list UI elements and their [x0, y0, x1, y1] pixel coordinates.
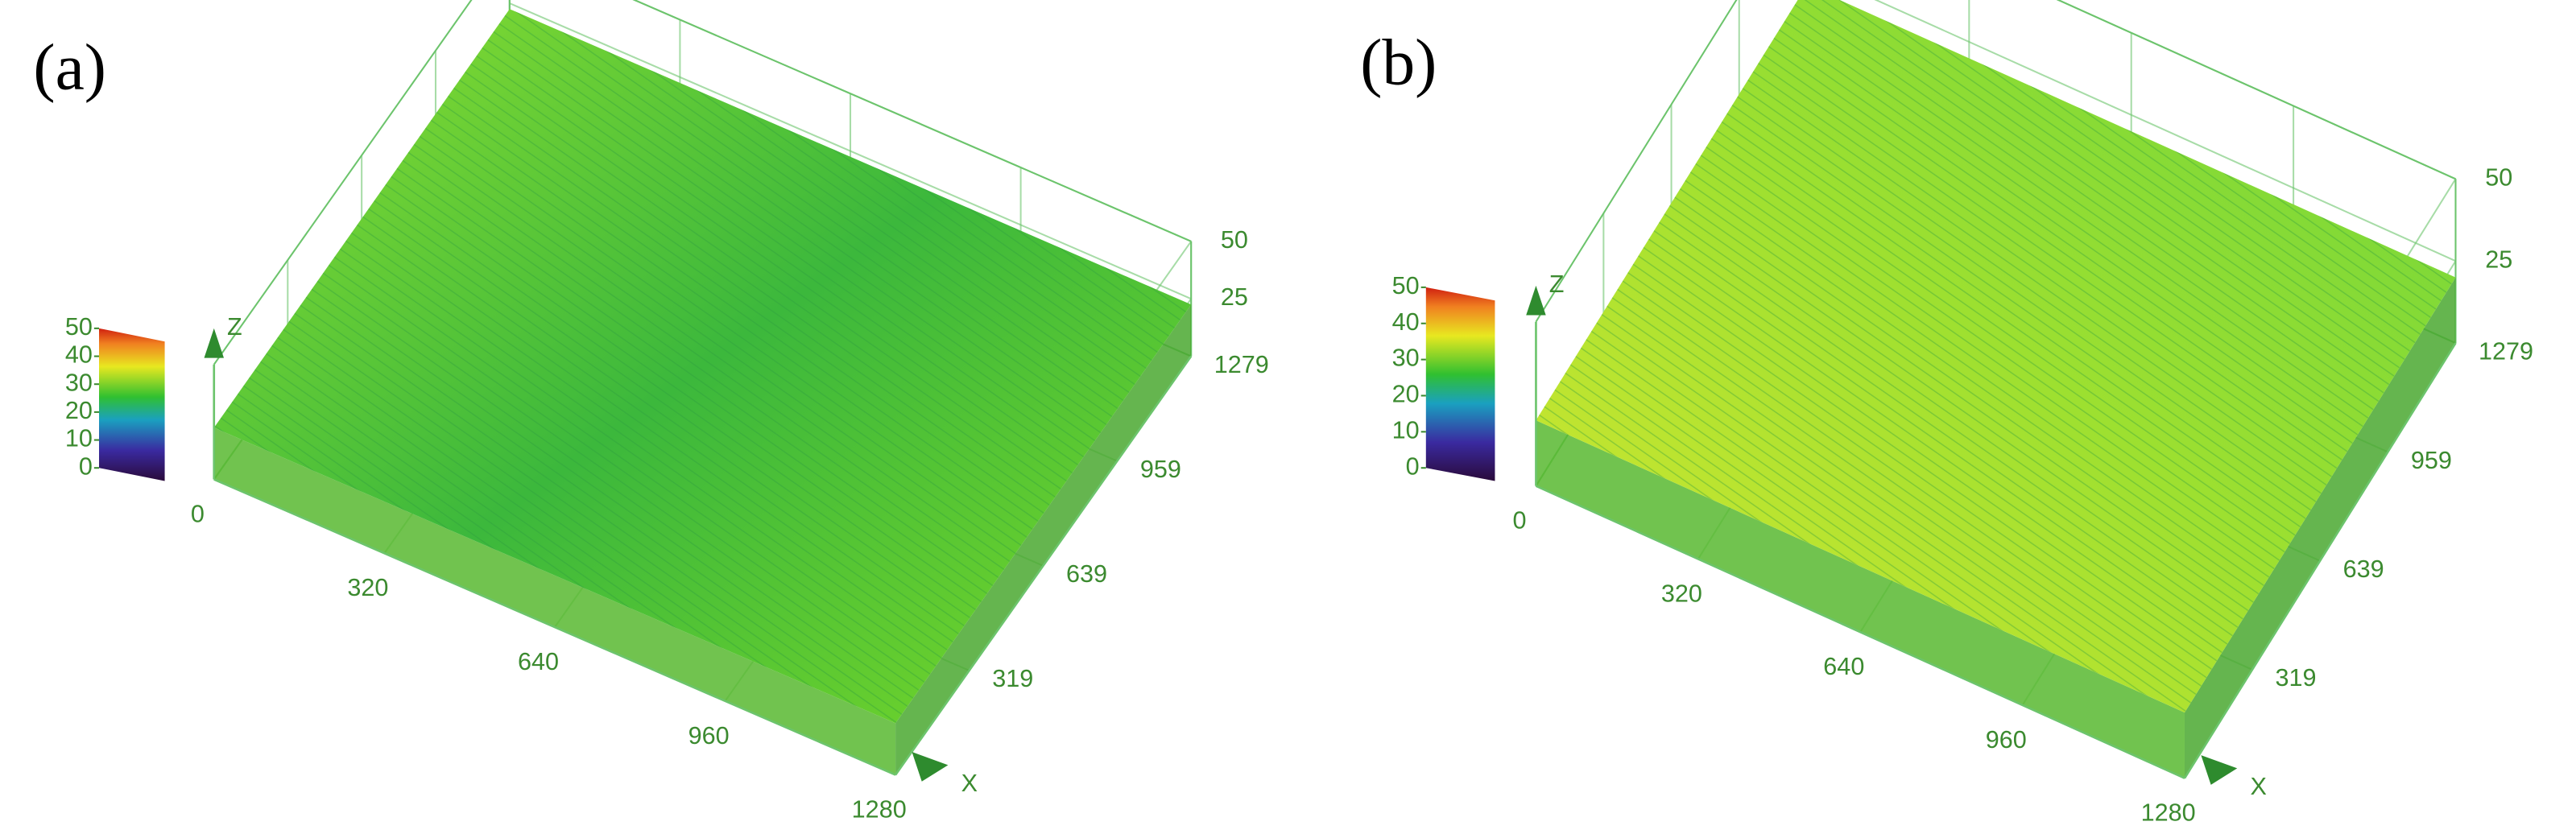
z-arrow [1526, 285, 1546, 316]
x-tick-label: 1280 [2141, 799, 2196, 827]
colorbar [1425, 287, 1495, 481]
grid-line [632, 0, 1192, 242]
x-tick-label: 320 [1661, 580, 1702, 607]
surface-side [2184, 277, 2456, 778]
box-edge [1535, 0, 1738, 323]
grid-line [509, 2, 1192, 300]
y-axis [2183, 342, 2457, 779]
x-axis [1535, 485, 2185, 779]
x-tick-label: 1280 [852, 796, 907, 824]
surface-side [1536, 420, 2185, 778]
x-arrow [2201, 755, 2238, 785]
y-tick-label: 639 [2343, 555, 2384, 583]
box-edge [213, 0, 473, 365]
z-tick-label: 25 [2485, 246, 2512, 273]
x-tick-label: 960 [1986, 726, 2027, 753]
x-axis-label: X [961, 770, 978, 797]
colorbar-tick-label: 40 [65, 341, 93, 369]
z-tick-label: 25 [1221, 283, 1248, 311]
z-axis-label: Z [1549, 270, 1565, 298]
colorbar-tick-label: 40 [1392, 308, 1420, 336]
colorbar-tick-label: 10 [65, 425, 93, 452]
y-axis [895, 355, 1193, 776]
colorbar-tick-label: 20 [65, 397, 93, 424]
y-tick-label: 639 [1066, 560, 1107, 588]
surface-texture [213, 9, 1192, 724]
colorbar-tick-label: 20 [1392, 381, 1420, 408]
colorbar [98, 328, 165, 481]
x-axis [213, 478, 896, 776]
y-tick-label: 959 [2411, 447, 2452, 474]
colorbar-tick-label: 50 [1392, 272, 1420, 299]
z-axis-label: Z [227, 313, 242, 341]
grid-line [2056, 0, 2456, 180]
y-tick-label: 959 [1140, 456, 1181, 483]
surface-texture [1536, 0, 2456, 713]
y-tick-label: 319 [992, 665, 1033, 692]
z-tick-label: 50 [2485, 163, 2512, 191]
x-tick-label: 320 [347, 574, 388, 601]
z-arrow [204, 328, 224, 358]
x-arrow [912, 752, 949, 782]
x-tick-label: 960 [688, 722, 730, 749]
y-tick-label: 1279 [2479, 338, 2533, 365]
colorbar-tick-label: 0 [1406, 452, 1420, 480]
x-tick-label: 0 [191, 500, 205, 527]
x-tick-label: 0 [1513, 507, 1527, 535]
colorbar-tick-label: 30 [65, 369, 93, 396]
surface-side [895, 304, 1192, 775]
colorbar-tick-label: 50 [65, 313, 93, 341]
colorbar-tick-label: 30 [1392, 345, 1420, 372]
x-axis-label: X [2251, 773, 2267, 800]
x-tick-label: 640 [518, 648, 559, 675]
y-tick-label: 1279 [1214, 351, 1269, 378]
colorbar-tick-label: 0 [79, 452, 93, 480]
x-tick-label: 640 [1823, 653, 1864, 680]
z-tick-label: 50 [1221, 226, 1248, 254]
panel-label: (a) [33, 30, 106, 103]
surface-side [213, 427, 896, 775]
y-tick-label: 319 [2275, 664, 2316, 692]
colorbar-tick-label: 10 [1392, 416, 1420, 444]
grid-line [1874, 0, 2456, 262]
panel-label: (b) [1360, 25, 1437, 98]
